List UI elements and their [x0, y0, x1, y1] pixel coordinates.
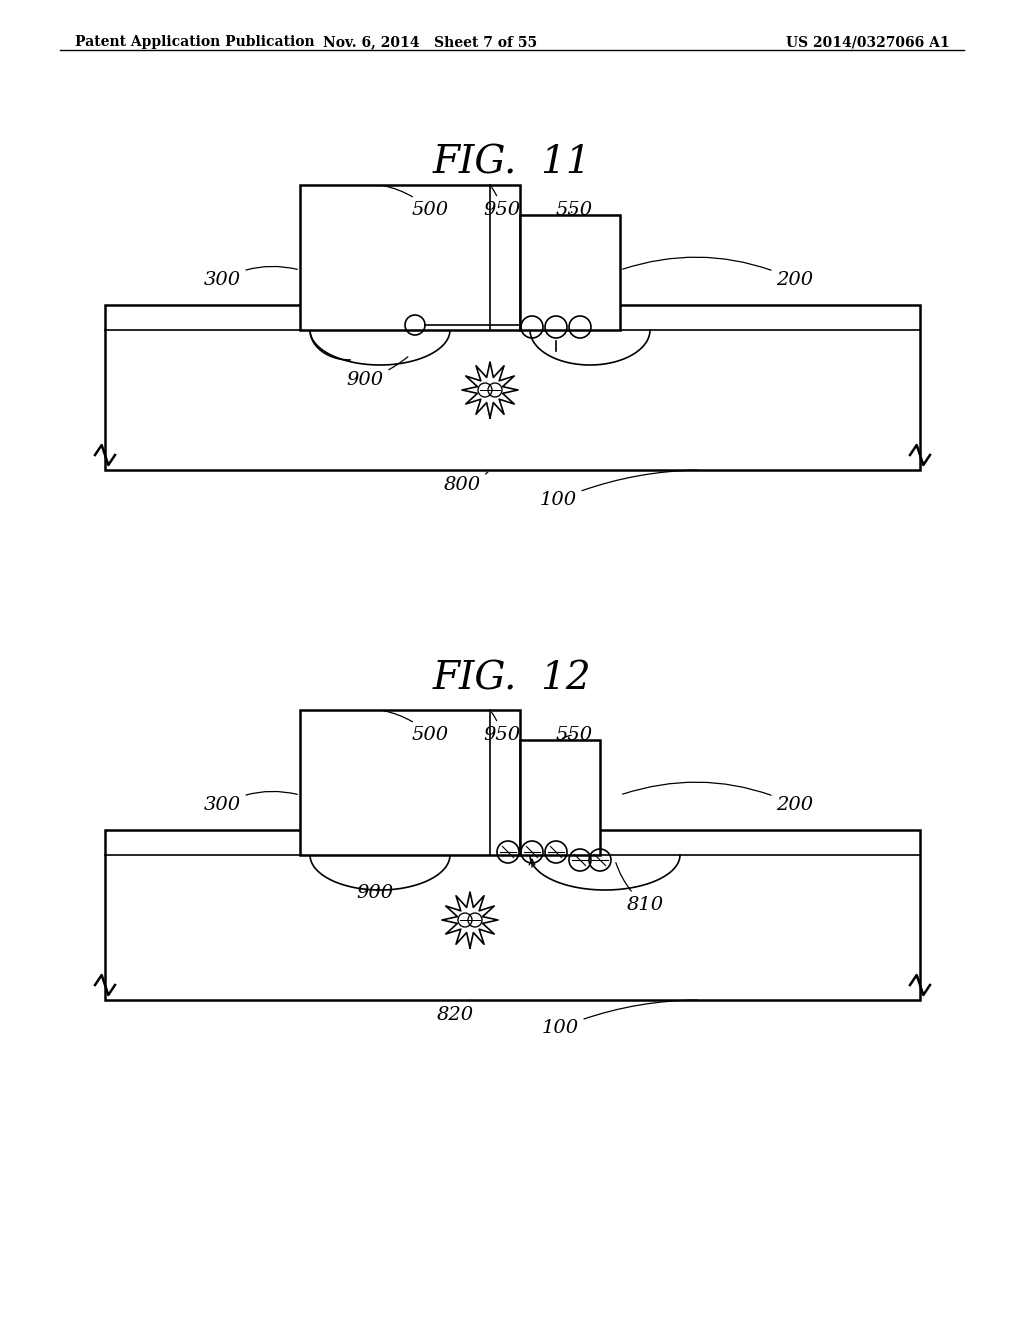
Bar: [520, 215, 620, 330]
Text: Nov. 6, 2014   Sheet 7 of 55: Nov. 6, 2014 Sheet 7 of 55: [323, 36, 537, 49]
Text: 900: 900: [356, 884, 393, 902]
Text: 900: 900: [346, 356, 408, 389]
Bar: [105, 305, 920, 470]
Text: 100: 100: [540, 470, 697, 510]
Text: 200: 200: [623, 257, 813, 289]
Text: US 2014/0327066 A1: US 2014/0327066 A1: [786, 36, 950, 49]
Bar: [520, 741, 600, 855]
Text: 800: 800: [443, 473, 488, 494]
Text: 300: 300: [204, 267, 297, 289]
Text: 300: 300: [204, 792, 297, 814]
Bar: [300, 185, 520, 330]
Text: 950: 950: [483, 713, 520, 744]
Bar: [105, 830, 920, 1001]
Text: 100: 100: [542, 1001, 697, 1038]
Text: 550: 550: [555, 726, 593, 744]
Text: FIG.  12: FIG. 12: [433, 660, 591, 697]
Text: 810: 810: [615, 863, 664, 913]
Text: Patent Application Publication: Patent Application Publication: [75, 36, 314, 49]
Bar: [300, 710, 520, 855]
Text: 550: 550: [555, 201, 593, 219]
Text: 500: 500: [383, 186, 449, 219]
Text: 200: 200: [623, 783, 813, 814]
Text: 500: 500: [383, 710, 449, 744]
Text: FIG.  11: FIG. 11: [433, 145, 591, 182]
Text: 950: 950: [483, 187, 520, 219]
Text: 820: 820: [436, 1001, 473, 1024]
